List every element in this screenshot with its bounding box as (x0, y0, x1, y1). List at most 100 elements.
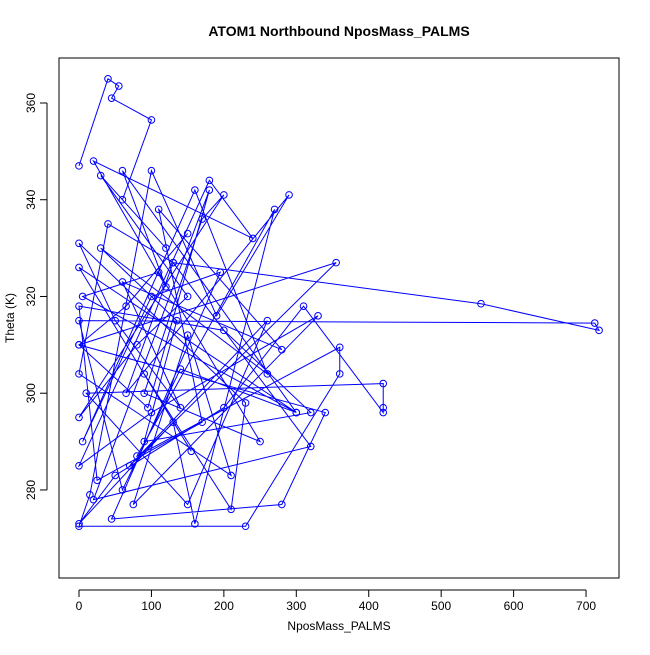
data-point (379, 379, 388, 388)
data-point (93, 476, 101, 485)
data-point (118, 278, 127, 286)
data-point (249, 234, 257, 243)
data-point (477, 299, 485, 308)
x-tick-label: 100 (141, 599, 161, 613)
data-point (220, 403, 228, 412)
data-point (278, 345, 286, 354)
data-point (82, 389, 91, 398)
data-point (172, 316, 181, 325)
data-point (595, 326, 603, 335)
data-point (75, 263, 83, 272)
data-point (111, 471, 120, 480)
data-point (133, 452, 141, 460)
data-point (86, 491, 94, 499)
data-point (278, 500, 286, 509)
data-point (107, 94, 116, 102)
y-tick-label: 280 (24, 480, 38, 500)
data-point (335, 370, 344, 378)
data-point (122, 389, 130, 398)
data-point (125, 461, 134, 470)
data-point (111, 316, 120, 325)
data-point (118, 486, 127, 494)
data-point (169, 418, 177, 427)
data-point (306, 442, 315, 451)
data-point (89, 495, 98, 504)
data-point (227, 471, 235, 480)
data-point (205, 186, 214, 194)
data-point (205, 176, 214, 185)
data-point (78, 437, 87, 446)
data-point (162, 283, 170, 291)
data-point (191, 186, 199, 194)
data-point (75, 316, 83, 325)
data-point (75, 520, 83, 528)
data-point (147, 292, 156, 301)
y-tick-label: 300 (24, 383, 38, 403)
data-point (154, 205, 163, 214)
data-point (75, 302, 83, 310)
data-point (227, 505, 235, 514)
data-point (96, 244, 105, 252)
data-point (140, 370, 148, 378)
data-point (198, 418, 206, 427)
data-point (379, 403, 388, 412)
data-point (104, 75, 112, 83)
data-point (379, 408, 388, 417)
x-tick-label: 200 (214, 599, 234, 613)
data-point (335, 343, 344, 352)
data-point (75, 522, 83, 531)
y-tick-label: 340 (24, 189, 38, 209)
data-point (118, 166, 127, 175)
data-point (270, 205, 279, 214)
data-point (191, 520, 199, 528)
data-point (299, 302, 308, 310)
chart-title: ATOM1 Northbound NposMass_PALMS (208, 23, 469, 39)
data-point (321, 408, 330, 417)
plot-frame (58, 57, 620, 579)
data-point (147, 166, 156, 175)
data-point (285, 191, 293, 199)
data-point (590, 319, 599, 327)
data-point (306, 408, 315, 417)
data-point (89, 157, 98, 165)
data-point (75, 341, 83, 349)
data-point (133, 341, 141, 349)
data-point (104, 220, 112, 228)
data-point (129, 500, 138, 509)
data-point (263, 316, 272, 325)
data-point (75, 162, 83, 170)
data-point (96, 171, 105, 180)
data-point (75, 239, 83, 248)
x-tick-label: 300 (286, 599, 306, 613)
data-point (75, 370, 83, 378)
data-point (187, 447, 196, 456)
data-point (118, 195, 127, 204)
data-line (77, 78, 601, 527)
data-point (147, 408, 156, 417)
data-point (78, 292, 87, 301)
x-tick-label: 700 (576, 599, 596, 613)
data-point (292, 408, 301, 417)
x-tick-label: 500 (431, 599, 451, 613)
data-point (75, 413, 83, 422)
data-point (198, 215, 206, 223)
x-axis-label: NposMass_PALMS (287, 619, 390, 633)
data-point (162, 244, 170, 252)
data-point (183, 292, 192, 301)
data-point (212, 312, 221, 320)
data-point (183, 229, 192, 238)
data-point (140, 389, 148, 398)
data-point (216, 268, 225, 277)
y-tick-label: 320 (24, 286, 38, 306)
data-point (115, 82, 123, 90)
x-tick-label: 0 (76, 599, 83, 613)
data-point (169, 258, 177, 267)
data-point (241, 522, 250, 531)
data-point (144, 403, 152, 412)
data-point (183, 331, 192, 339)
data-point (256, 437, 264, 446)
data-point (241, 399, 250, 407)
data-point (140, 437, 148, 446)
data-point (263, 370, 272, 378)
